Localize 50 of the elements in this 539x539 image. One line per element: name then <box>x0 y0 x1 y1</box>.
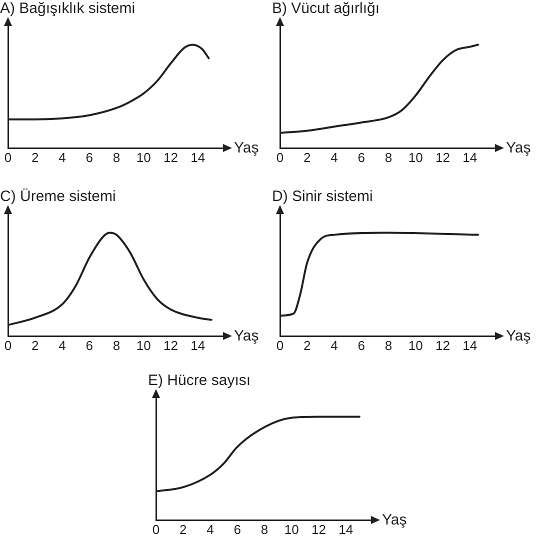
x-tick-label: 12 <box>164 150 178 165</box>
x-tick-label: 12 <box>164 338 178 353</box>
x-tick-label: 14 <box>190 150 206 165</box>
x-tick-label: 6 <box>86 150 93 165</box>
x-tick-label: 4 <box>330 338 338 353</box>
x-tick-label: 10 <box>136 150 151 165</box>
chart-title: D) Sinir sistemi <box>272 188 373 205</box>
x-tick-label: 0 <box>152 522 160 537</box>
x-axis-title: Yaş <box>506 140 531 157</box>
x-tick-label: 10 <box>284 522 299 537</box>
chart-title: A) Bağışıklık sistemi <box>0 0 136 17</box>
chart-title: B) Vücut ağırlığı <box>272 0 380 17</box>
x-tick-label: 0 <box>4 150 12 165</box>
x-tick-label: 14 <box>462 150 478 165</box>
x-tick-label: 6 <box>358 150 365 165</box>
x-tick-label: 2 <box>32 338 39 353</box>
x-tick-label: 4 <box>330 150 338 165</box>
x-axis-title: Yaş <box>382 512 407 529</box>
x-tick-label: 6 <box>234 522 241 537</box>
x-tick-label: 10 <box>408 150 423 165</box>
x-tick-label: 10 <box>408 338 423 353</box>
x-axis-title: Yaş <box>506 328 531 345</box>
x-tick-label: 12 <box>436 338 450 353</box>
x-tick-label: 2 <box>304 150 311 165</box>
x-tick-label: 0 <box>276 150 284 165</box>
x-tick-label: 4 <box>206 522 214 537</box>
x-tick-label: 10 <box>136 338 151 353</box>
x-tick-label: 8 <box>384 150 392 165</box>
x-tick-label: 2 <box>304 338 311 353</box>
x-tick-label: 12 <box>312 522 326 537</box>
x-tick-label: 0 <box>276 338 284 353</box>
x-tick-label: 4 <box>58 150 66 165</box>
x-tick-label: 8 <box>384 338 392 353</box>
chart-title: C) Üreme sistemi <box>0 188 116 205</box>
x-tick-label: 14 <box>338 522 354 537</box>
x-tick-label: 2 <box>32 150 39 165</box>
x-tick-label: 8 <box>112 338 120 353</box>
x-tick-label: 14 <box>190 338 206 353</box>
x-tick-label: 2 <box>180 522 187 537</box>
x-tick-label: 4 <box>58 338 66 353</box>
x-axis-title: Yaş <box>234 328 259 345</box>
x-tick-label: 6 <box>86 338 93 353</box>
x-tick-label: 8 <box>112 150 120 165</box>
x-tick-label: 14 <box>462 338 478 353</box>
x-tick-label: 8 <box>260 522 268 537</box>
x-axis-title: Yaş <box>234 140 259 157</box>
x-tick-label: 0 <box>4 338 12 353</box>
chart-title: E) Hücre sayısı <box>148 372 251 389</box>
x-tick-label: 6 <box>358 338 365 353</box>
x-tick-label: 12 <box>436 150 450 165</box>
